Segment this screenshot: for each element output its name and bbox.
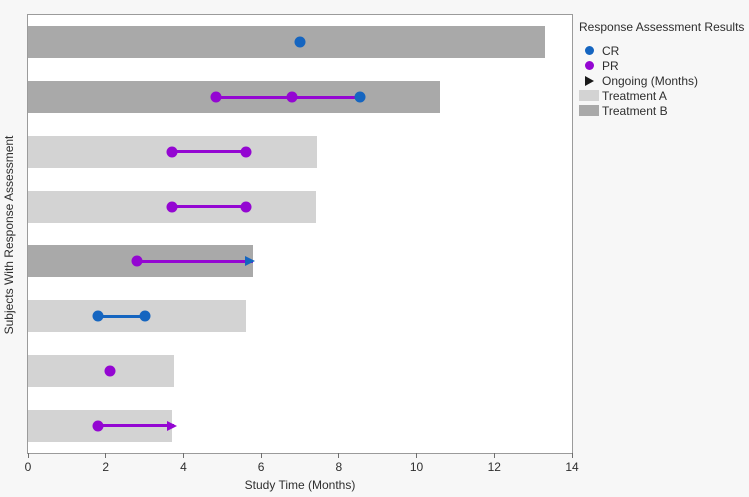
pr-marker[interactable] — [131, 255, 143, 267]
x-tick-mark — [493, 453, 495, 458]
x-axis-label: Study Time (Months) — [244, 478, 356, 492]
legend-item-label: Treatment A — [602, 88, 667, 103]
response-duration-line — [97, 424, 174, 428]
x-tick-label: 2 — [102, 460, 110, 474]
legend-item-cr[interactable]: CR — [579, 43, 744, 58]
legend-items: CR PR Ongoing (Months) Treatment A Treatment… — [579, 43, 744, 118]
y-axis-label: Subjects With Response Assessment — [2, 135, 16, 335]
pr-marker[interactable] — [92, 420, 104, 432]
legend-item-ongoing-months[interactable]: Ongoing (Months) — [579, 73, 744, 88]
legend-item-label: CR — [602, 43, 620, 58]
pr-marker[interactable] — [166, 146, 178, 158]
ongoing-arrow-icon — [584, 75, 594, 86]
legend-item-treatment-a[interactable]: Treatment A — [579, 88, 744, 103]
response-duration-line — [97, 314, 145, 318]
response-duration-line — [171, 205, 246, 209]
cr-marker[interactable] — [92, 310, 104, 322]
x-tick-label: 6 — [257, 460, 265, 474]
cr-marker[interactable] — [354, 91, 366, 103]
legend-item-treatment-b[interactable]: Treatment B — [579, 103, 744, 118]
response-duration-line — [171, 150, 246, 154]
pr-marker[interactable] — [286, 91, 298, 103]
x-tick-label: 12 — [487, 460, 501, 474]
legend-title: Response Assessment Results — [579, 20, 745, 34]
x-tick-label: 10 — [409, 460, 424, 474]
pr-dot-icon — [584, 61, 594, 70]
x-tick-label: 14 — [565, 460, 579, 474]
pr-marker[interactable] — [240, 201, 252, 213]
x-tick-label: 4 — [180, 460, 187, 474]
legend-item-label: Treatment B — [602, 103, 668, 118]
x-tick-label: 0 — [24, 460, 32, 474]
treatment-swatch-icon — [579, 105, 599, 116]
x-tick-mark — [338, 453, 340, 458]
legend-item-label: PR — [602, 58, 619, 73]
treatment-swatch-icon — [579, 90, 599, 101]
x-tick-mark — [260, 453, 262, 458]
legend-item-pr[interactable]: PR — [579, 58, 744, 73]
x-tick-mark — [27, 453, 29, 458]
ongoing-arrow-icon — [166, 420, 177, 431]
x-tick-mark — [416, 453, 418, 458]
x-tick-label: 8 — [335, 460, 343, 474]
legend-item-label: Ongoing (Months) — [602, 73, 699, 88]
x-tick-mark — [571, 453, 573, 458]
pr-marker[interactable] — [166, 201, 178, 213]
ongoing-arrow-icon — [245, 256, 256, 267]
pr-marker[interactable] — [240, 146, 252, 158]
cr-marker[interactable] — [294, 36, 306, 48]
pr-marker[interactable] — [104, 365, 116, 377]
plot-area — [27, 14, 573, 454]
cr-marker[interactable] — [139, 310, 151, 322]
treatment-a-bar[interactable] — [28, 354, 174, 387]
cr-dot-icon — [584, 46, 594, 55]
x-tick-mark — [182, 453, 184, 458]
x-tick-mark — [105, 453, 107, 458]
pr-marker[interactable] — [210, 91, 222, 103]
response-duration-line — [136, 259, 254, 263]
legend: Response Assessment Results CR PR Ongoing … — [579, 20, 744, 118]
treatment-b-bar[interactable] — [28, 26, 545, 59]
